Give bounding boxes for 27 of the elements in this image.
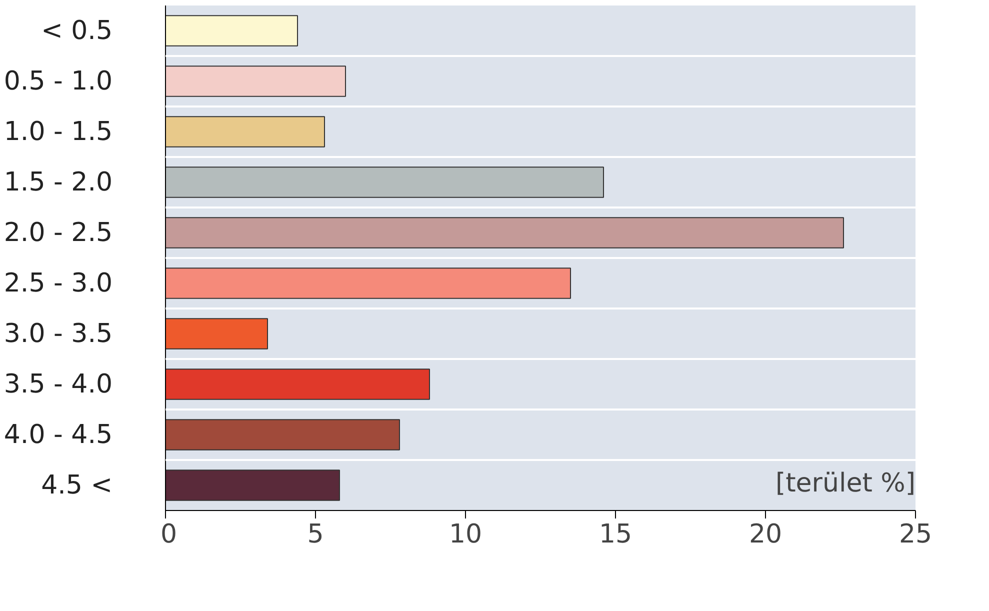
x-axis-title: [terület %] [775,468,916,498]
x-tick-label: 15 [598,520,632,550]
y-tick-label: 3.0 - 3.5 [4,318,112,349]
y-tick-label: 3.5 - 4.0 [4,369,112,400]
bar [166,217,844,248]
bar [166,470,340,501]
bar [166,268,571,299]
bar [166,66,346,97]
y-tick-label: 4.5 < [41,470,113,500]
x-tick-label: 25 [898,520,932,550]
y-tick-label: 0.5 - 1.0 [4,66,112,96]
bar [166,318,268,350]
y-tick-label: 4.0 - 4.5 [4,420,112,450]
bar [166,116,325,148]
y-tick-label: 2.5 - 3.0 [4,268,112,298]
bar [166,368,430,400]
y-tick-label: 2.0 - 2.5 [4,218,112,248]
bar [166,419,400,450]
x-tick-label: 5 [307,520,324,550]
y-tick-label: 1.0 - 1.5 [4,116,112,147]
x-tick-label: 10 [448,520,482,550]
y-tick-label: < 0.5 [41,16,113,46]
bar [166,166,604,198]
y-tick-label: 1.5 - 2.0 [4,167,112,198]
bar [166,15,298,46]
x-tick-label: 0 [160,520,178,550]
x-tick-label: 20 [748,520,782,550]
